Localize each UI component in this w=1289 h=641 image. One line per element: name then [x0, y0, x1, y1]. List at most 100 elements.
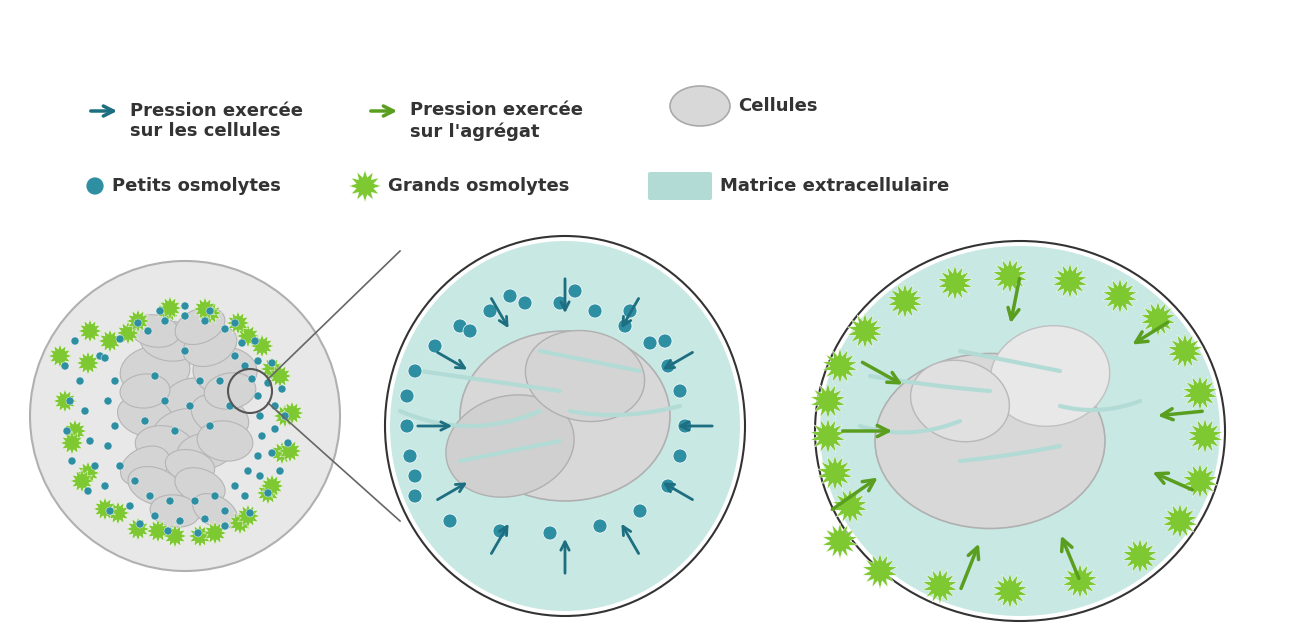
Circle shape	[276, 467, 284, 475]
Polygon shape	[79, 319, 102, 343]
Circle shape	[251, 337, 259, 345]
Circle shape	[284, 439, 293, 447]
Circle shape	[673, 384, 687, 398]
Circle shape	[241, 362, 249, 370]
Circle shape	[400, 419, 414, 433]
Circle shape	[409, 364, 422, 378]
Circle shape	[201, 317, 209, 325]
Polygon shape	[280, 401, 304, 425]
Ellipse shape	[120, 446, 170, 486]
Circle shape	[164, 527, 171, 535]
Circle shape	[177, 517, 184, 525]
Circle shape	[403, 449, 418, 463]
Ellipse shape	[820, 246, 1219, 616]
Polygon shape	[146, 519, 170, 543]
Circle shape	[278, 385, 286, 393]
Ellipse shape	[183, 326, 237, 367]
FancyBboxPatch shape	[648, 172, 712, 200]
Polygon shape	[1062, 563, 1097, 599]
Ellipse shape	[165, 449, 215, 483]
Circle shape	[217, 377, 224, 385]
Polygon shape	[199, 301, 222, 325]
Circle shape	[238, 339, 246, 347]
Ellipse shape	[175, 468, 226, 504]
Circle shape	[211, 492, 219, 500]
Ellipse shape	[197, 420, 253, 461]
Circle shape	[166, 497, 174, 505]
Ellipse shape	[526, 331, 644, 422]
Circle shape	[206, 307, 214, 315]
Polygon shape	[48, 344, 72, 368]
Circle shape	[281, 412, 289, 420]
Circle shape	[86, 177, 104, 195]
Circle shape	[483, 304, 498, 318]
Circle shape	[195, 529, 202, 537]
Circle shape	[617, 319, 632, 333]
Polygon shape	[116, 321, 141, 345]
Ellipse shape	[193, 347, 257, 395]
Ellipse shape	[177, 433, 233, 469]
Ellipse shape	[175, 308, 226, 344]
Polygon shape	[1182, 463, 1218, 499]
Circle shape	[673, 449, 687, 463]
Polygon shape	[226, 311, 250, 335]
Text: Petits osmolytes: Petits osmolytes	[112, 177, 281, 195]
Polygon shape	[106, 501, 130, 525]
Ellipse shape	[204, 373, 255, 409]
Polygon shape	[273, 404, 296, 428]
Circle shape	[264, 379, 272, 387]
Circle shape	[106, 507, 113, 515]
Ellipse shape	[460, 331, 670, 501]
Circle shape	[92, 462, 99, 470]
Polygon shape	[162, 524, 187, 548]
Circle shape	[588, 304, 602, 318]
Circle shape	[633, 504, 647, 518]
Circle shape	[61, 362, 70, 370]
Ellipse shape	[385, 236, 745, 616]
Polygon shape	[817, 455, 852, 491]
Circle shape	[492, 524, 507, 538]
Circle shape	[180, 312, 189, 320]
Circle shape	[131, 477, 139, 485]
Polygon shape	[349, 170, 382, 202]
Circle shape	[66, 397, 73, 405]
Polygon shape	[1187, 418, 1222, 454]
Circle shape	[101, 482, 110, 490]
Ellipse shape	[875, 353, 1105, 528]
Polygon shape	[993, 573, 1027, 609]
Polygon shape	[269, 441, 294, 465]
Circle shape	[161, 397, 169, 405]
Ellipse shape	[150, 495, 200, 527]
Polygon shape	[63, 419, 86, 443]
Polygon shape	[1141, 301, 1176, 337]
Circle shape	[220, 522, 229, 530]
Text: Matrice extracellulaire: Matrice extracellulaire	[721, 177, 949, 195]
Circle shape	[231, 319, 238, 327]
Circle shape	[518, 296, 532, 310]
Polygon shape	[887, 283, 923, 319]
Ellipse shape	[446, 395, 574, 497]
Circle shape	[244, 467, 253, 475]
Ellipse shape	[152, 408, 218, 454]
Text: Pression exercée
sur l'agrégat: Pression exercée sur l'agrégat	[410, 101, 583, 141]
Text: Cellules: Cellules	[739, 97, 817, 115]
Polygon shape	[1168, 333, 1203, 369]
Circle shape	[231, 482, 238, 490]
Polygon shape	[833, 488, 867, 524]
Ellipse shape	[141, 320, 200, 361]
Circle shape	[134, 319, 142, 327]
Ellipse shape	[161, 378, 219, 424]
Circle shape	[76, 377, 84, 385]
Circle shape	[201, 515, 209, 523]
Circle shape	[101, 354, 110, 362]
Polygon shape	[811, 418, 846, 454]
Circle shape	[503, 289, 517, 303]
Circle shape	[63, 427, 71, 435]
Circle shape	[661, 479, 675, 493]
Circle shape	[568, 284, 583, 298]
Polygon shape	[1052, 263, 1088, 299]
Circle shape	[231, 352, 238, 360]
Polygon shape	[1102, 278, 1138, 314]
Circle shape	[409, 469, 422, 483]
Circle shape	[463, 324, 477, 338]
